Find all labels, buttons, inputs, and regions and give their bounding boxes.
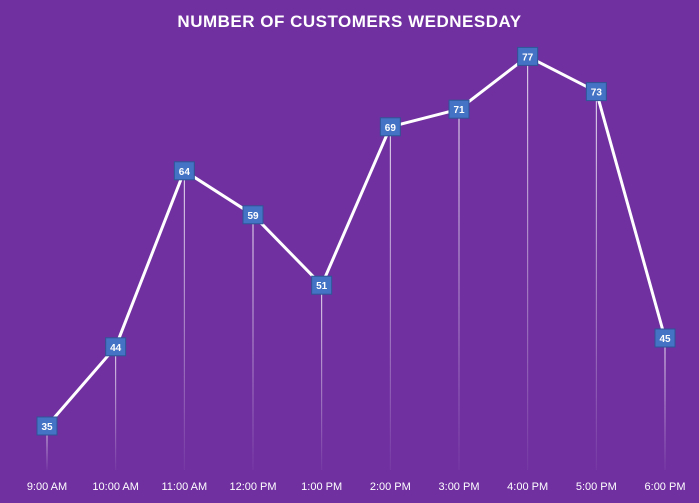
drop-line (321, 285, 323, 470)
drop-line (183, 170, 185, 471)
drop-line (664, 338, 666, 470)
x-tick-label: 5:00 PM (576, 481, 617, 493)
x-tick-label: 1:00 PM (301, 481, 342, 493)
drop-line (389, 126, 391, 471)
x-tick-label: 3:00 PM (439, 481, 480, 493)
data-marker (242, 205, 264, 225)
data-marker (379, 117, 401, 137)
data-marker (654, 328, 676, 348)
x-tick-label: 11:00 AM (161, 481, 207, 493)
data-label: 77 (522, 52, 534, 63)
data-label: 44 (110, 343, 122, 354)
drop-line (115, 346, 117, 470)
x-tick-label: 10:00 AM (92, 481, 138, 493)
drop-line (252, 214, 254, 470)
data-label: 51 (316, 281, 328, 292)
drop-line (527, 56, 529, 471)
chart-title: NUMBER OF CUSTOMERS WEDNESDAY (177, 12, 522, 31)
data-marker (311, 275, 333, 295)
data-label: 59 (247, 211, 259, 222)
data-label: 69 (385, 123, 397, 134)
x-tick-label: 2:00 PM (370, 481, 411, 493)
x-tick-label: 4:00 PM (507, 481, 548, 493)
data-marker (105, 337, 127, 357)
drop-line (458, 109, 460, 470)
drop-line (595, 91, 597, 470)
data-marker (585, 82, 607, 102)
x-tick-label: 6:00 PM (645, 481, 686, 493)
data-marker (173, 161, 195, 181)
data-marker (517, 46, 539, 66)
data-label: 45 (659, 334, 671, 345)
data-label: 71 (453, 105, 465, 116)
series-line (45, 54, 667, 427)
data-label: 64 (179, 167, 191, 178)
x-tick-label: 9:00 AM (27, 481, 67, 493)
data-label: 35 (41, 422, 53, 433)
drop-line (46, 426, 48, 470)
data-marker (36, 416, 58, 436)
data-marker (448, 99, 470, 119)
data-label: 73 (591, 88, 603, 99)
x-tick-label: 12:00 PM (229, 481, 276, 493)
